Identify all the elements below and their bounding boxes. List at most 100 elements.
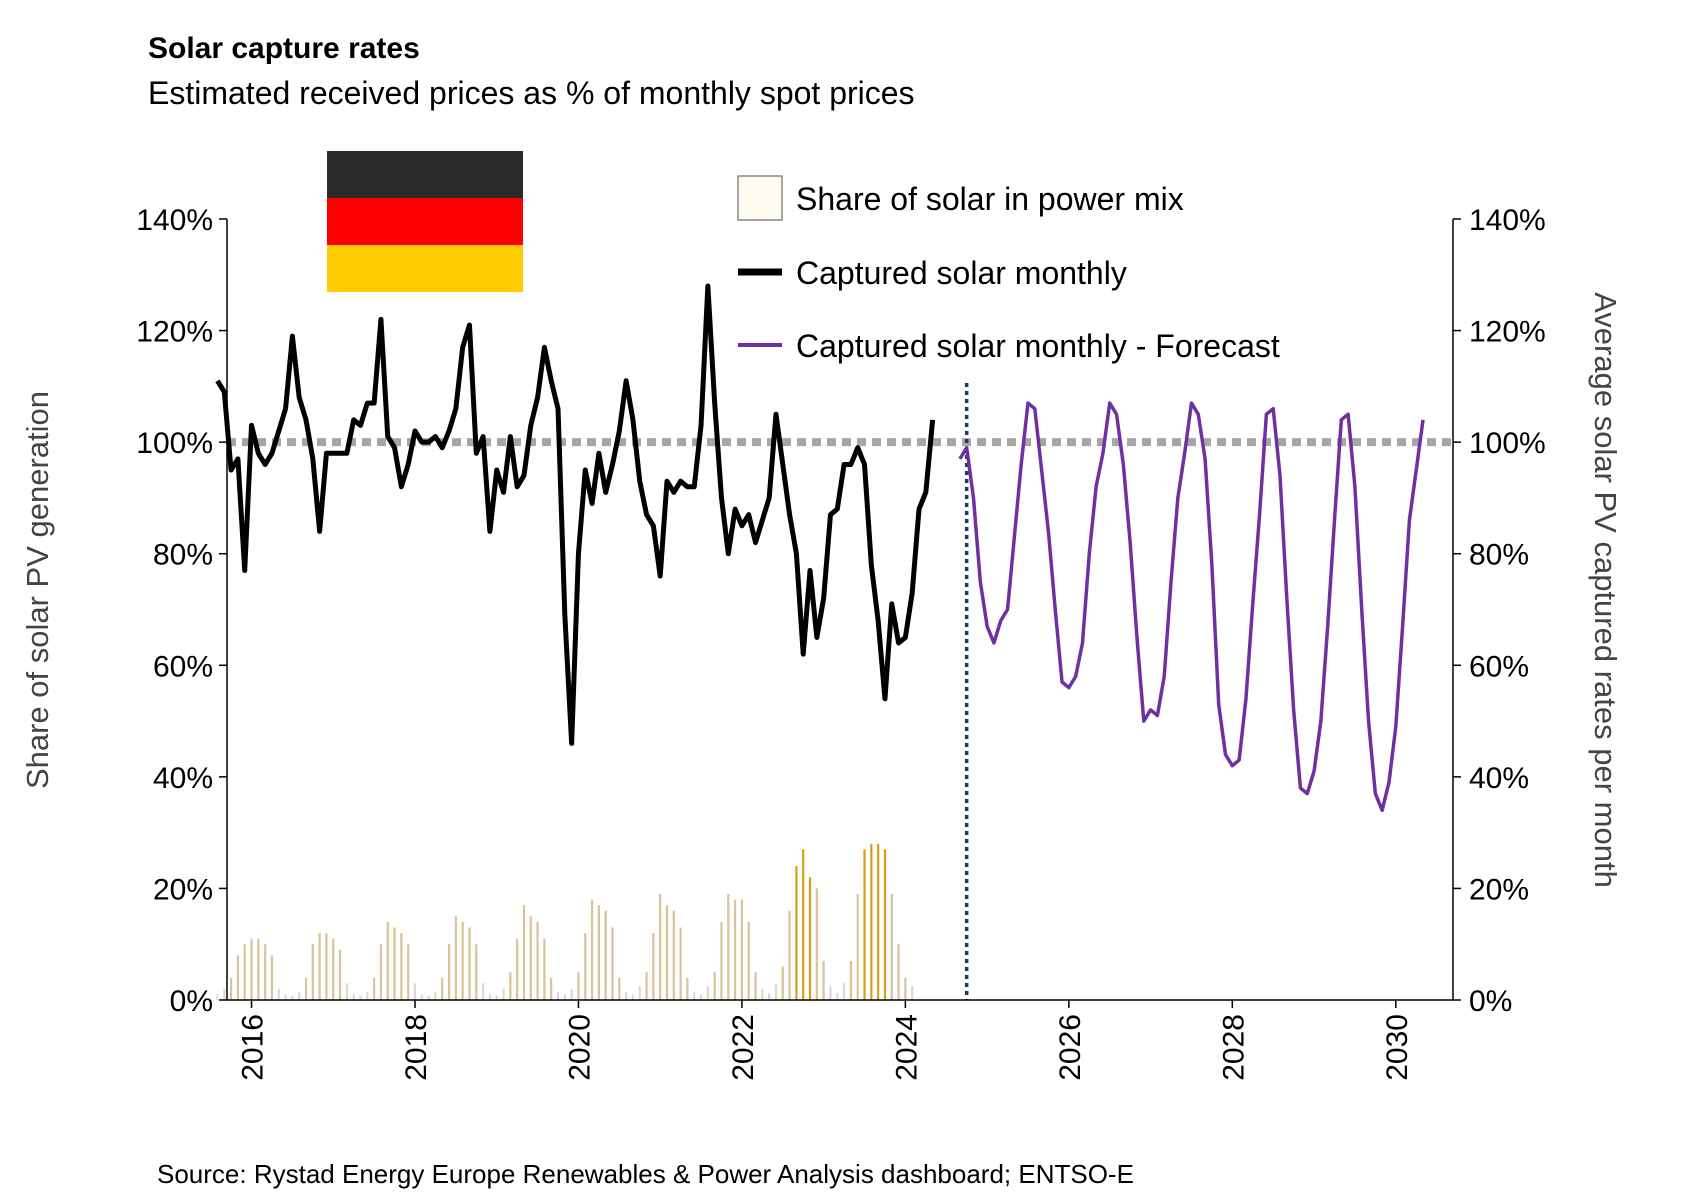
solar-share-bar bbox=[332, 938, 335, 1000]
solar-share-bar bbox=[461, 921, 464, 1000]
solar-share-bar bbox=[665, 905, 669, 1000]
solar-share-bar bbox=[516, 938, 519, 1000]
solar-share-bar bbox=[379, 944, 383, 1000]
solar-share-bar bbox=[488, 994, 492, 1000]
y-axis-left-title: Share of solar PV generation bbox=[20, 391, 55, 789]
y-tick-label-left: 100% bbox=[136, 427, 213, 460]
solar-share-bar bbox=[522, 905, 526, 1000]
y-tick-label-right: 20% bbox=[1469, 873, 1529, 906]
solar-share-bar bbox=[482, 983, 485, 1000]
y-tick-label-left: 140% bbox=[136, 204, 213, 237]
legend-label-captured: Captured solar monthly bbox=[796, 255, 1127, 291]
solar-share-bar bbox=[795, 866, 798, 1000]
solar-share-bar bbox=[618, 977, 621, 1000]
solar-share-bar bbox=[427, 995, 430, 1000]
solar-share-bar bbox=[243, 944, 246, 1000]
solar-share-bar bbox=[822, 960, 825, 1000]
y-tick-label-left: 0% bbox=[170, 985, 213, 1018]
solar-share-bar bbox=[311, 944, 314, 1000]
y-tick-label-right: 100% bbox=[1469, 427, 1546, 460]
solar-share-bar bbox=[604, 910, 607, 1000]
solar-share-bar bbox=[590, 899, 594, 1000]
x-tick-label: 2024 bbox=[890, 1014, 923, 1081]
solar-share-bar bbox=[543, 938, 546, 1000]
x-tick-label: 2030 bbox=[1381, 1014, 1414, 1081]
solar-share-bar bbox=[890, 894, 893, 1000]
solar-share-bar bbox=[550, 977, 553, 1000]
solar-share-bar bbox=[502, 988, 505, 1000]
solar-share-bar bbox=[856, 894, 859, 1000]
x-tick-label: 2028 bbox=[1217, 1014, 1250, 1081]
solar-share-bar bbox=[366, 991, 369, 1000]
solar-share-bar bbox=[597, 905, 600, 1000]
solar-share-bar bbox=[611, 927, 614, 1000]
solar-share-bar bbox=[495, 995, 498, 1000]
solar-share-bar bbox=[284, 994, 287, 1000]
solar-share-bar bbox=[304, 977, 308, 1000]
series-captured-line bbox=[215, 283, 936, 746]
solar-share-bar bbox=[270, 955, 274, 1000]
solar-share-bar bbox=[829, 986, 832, 1000]
solar-share-bar bbox=[386, 921, 389, 1000]
solar-share-bar bbox=[645, 972, 648, 1000]
y-tick-label-right: 0% bbox=[1469, 985, 1512, 1018]
solar-share-bar bbox=[720, 921, 723, 1000]
solar-share-bar bbox=[706, 986, 709, 1000]
solar-share-bar bbox=[625, 991, 628, 1000]
solar-share-bar bbox=[761, 988, 764, 1000]
solar-share-bar bbox=[257, 938, 260, 1000]
solar-share-bar bbox=[277, 988, 280, 1000]
x-tick-label: 2022 bbox=[727, 1014, 760, 1081]
solar-share-bar bbox=[434, 991, 437, 1000]
flag-stripe-black bbox=[327, 151, 523, 198]
solar-share-bar bbox=[570, 988, 573, 1000]
solar-share-bar bbox=[877, 843, 880, 1000]
y-tick-label-left: 60% bbox=[153, 650, 213, 683]
solar-share-bar bbox=[754, 972, 757, 1000]
solar-share-bar bbox=[529, 916, 532, 1000]
x-tick-label: 2020 bbox=[564, 1014, 597, 1081]
solar-share-bar bbox=[584, 933, 587, 1000]
solar-share-bar bbox=[870, 843, 873, 1000]
solar-share-bar bbox=[781, 966, 784, 1000]
solar-share-bar bbox=[325, 933, 328, 1000]
flag-stripe-gold bbox=[327, 245, 523, 292]
solar-share-bar bbox=[638, 986, 641, 1000]
y-tick-label-left: 120% bbox=[136, 316, 213, 349]
series-forecast-line bbox=[958, 401, 1425, 813]
solar-share-bar bbox=[849, 960, 852, 1000]
solar-share-bar bbox=[774, 983, 778, 1000]
solar-share-bar bbox=[699, 994, 703, 1000]
solar-share-bar bbox=[223, 988, 226, 1000]
solar-share-bar bbox=[250, 938, 253, 1000]
germany-flag bbox=[327, 151, 523, 292]
ticks: 0% 0% 20% 20% 40% 40% 60% 60% 80% 80% 100% 100% 120%… bbox=[136, 204, 1545, 1081]
legend-swatch-solar-share bbox=[737, 175, 783, 221]
solar-share-bar bbox=[468, 927, 471, 1000]
solar-share-bar bbox=[904, 977, 907, 1000]
solar-share-bar bbox=[836, 992, 839, 1000]
x-tick-label: 2026 bbox=[1054, 1014, 1087, 1081]
y-tick-label-right: 80% bbox=[1469, 539, 1529, 572]
solar-share-bar bbox=[454, 916, 457, 1000]
solar-share-bar bbox=[788, 910, 791, 1000]
solar-share-bar bbox=[509, 972, 512, 1000]
solar-share-bar bbox=[264, 944, 267, 1000]
flag-stripe-red bbox=[327, 198, 523, 245]
legend-label-solar-share: Share of solar in power mix bbox=[796, 181, 1184, 217]
chart-title: Solar capture rates bbox=[148, 32, 420, 65]
solar-share-bar bbox=[911, 986, 914, 1000]
solar-share-bar bbox=[236, 955, 239, 1000]
solar-share-bar bbox=[563, 994, 566, 1000]
solar-share-bar bbox=[536, 921, 539, 1000]
solar-share-bar bbox=[291, 995, 294, 1000]
solar-share-bar bbox=[808, 877, 812, 1000]
solar-share-bar bbox=[693, 991, 696, 1000]
y-tick-label-left: 20% bbox=[153, 873, 213, 906]
solar-share-bar bbox=[229, 977, 233, 1000]
solar-share-bar bbox=[556, 991, 560, 1000]
y-tick-label-right: 40% bbox=[1469, 762, 1529, 795]
solar-share-bar bbox=[734, 899, 737, 1000]
legend-label-forecast: Captured solar monthly - Forecast bbox=[796, 328, 1280, 364]
solar-share-bar bbox=[747, 921, 750, 1000]
